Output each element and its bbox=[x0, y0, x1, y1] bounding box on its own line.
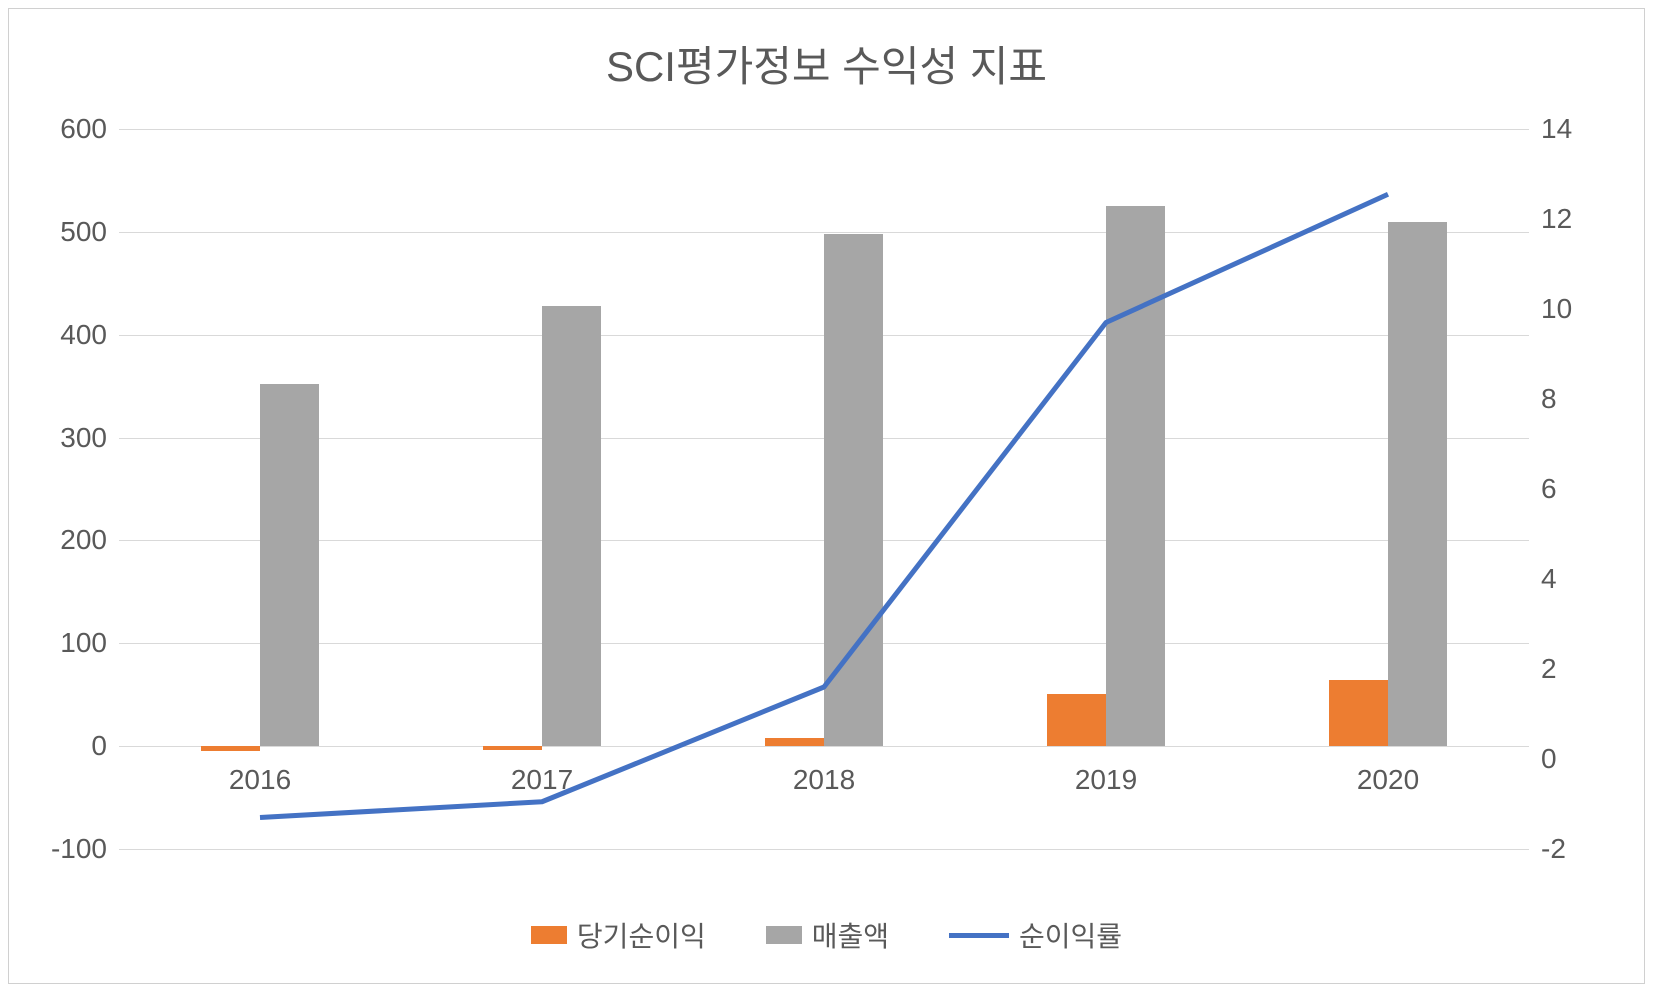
gridline bbox=[119, 849, 1529, 850]
y-right-tick-label: 12 bbox=[1541, 203, 1572, 235]
y-left-tick-label: 300 bbox=[60, 422, 107, 454]
legend-item-profit_margin: 순이익률 bbox=[949, 915, 1122, 955]
legend-bar-swatch bbox=[531, 926, 567, 944]
line-profit_margin bbox=[260, 194, 1388, 817]
legend-bar-swatch bbox=[766, 926, 802, 944]
y-left-tick-label: 0 bbox=[91, 730, 107, 762]
y-right-tick-label: 0 bbox=[1541, 743, 1557, 775]
y-right-tick-label: 6 bbox=[1541, 473, 1557, 505]
legend-label: 순이익률 bbox=[1019, 915, 1122, 955]
y-left-tick-label: -100 bbox=[51, 833, 107, 865]
legend-item-revenue: 매출액 bbox=[766, 915, 889, 955]
y-right-tick-label: 2 bbox=[1541, 653, 1557, 685]
legend-label: 매출액 bbox=[812, 915, 889, 955]
chart-title: SCI평가정보 수익성 지표 bbox=[9, 33, 1644, 94]
y-left-tick-label: 400 bbox=[60, 319, 107, 351]
legend: 당기순이익 매출액 순이익률 bbox=[9, 915, 1644, 955]
y-left-tick-label: 500 bbox=[60, 216, 107, 248]
y-right-tick-label: 14 bbox=[1541, 113, 1572, 145]
y-right-tick-label: 10 bbox=[1541, 293, 1572, 325]
y-left-tick-label: 100 bbox=[60, 627, 107, 659]
legend-label: 당기순이익 bbox=[577, 915, 706, 955]
line-layer bbox=[119, 129, 1529, 849]
legend-item-net_income: 당기순이익 bbox=[531, 915, 706, 955]
y-left-tick-label: 200 bbox=[60, 524, 107, 556]
chart-container: SCI평가정보 수익성 지표 -1000100200300400500600-2… bbox=[8, 8, 1645, 984]
legend-line-swatch bbox=[949, 933, 1009, 938]
y-left-tick-label: 600 bbox=[60, 113, 107, 145]
y-right-tick-label: 4 bbox=[1541, 563, 1557, 595]
y-right-tick-label: 8 bbox=[1541, 383, 1557, 415]
y-right-tick-label: -2 bbox=[1541, 833, 1566, 865]
plot-area: -1000100200300400500600-2024681012142016… bbox=[119, 129, 1529, 849]
